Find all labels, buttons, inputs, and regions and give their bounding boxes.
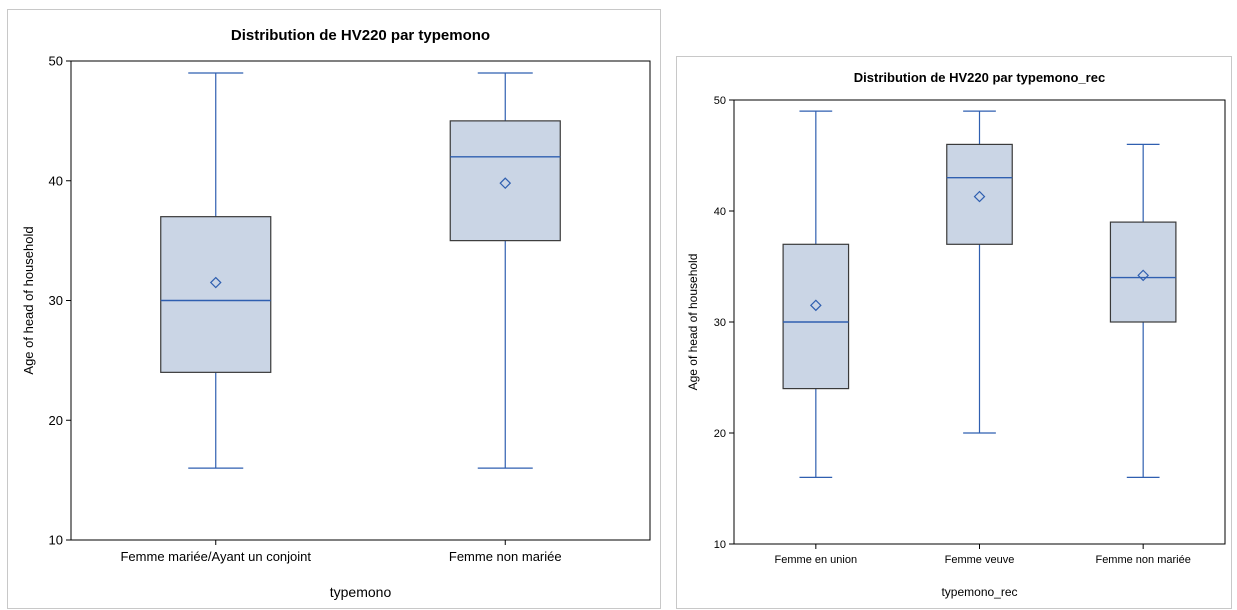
- plot-frame: [70, 60, 651, 541]
- chart-title: Distribution de HV220 par typemono: [231, 27, 490, 44]
- box-iqr: [1109, 221, 1177, 323]
- mean-marker: [499, 177, 512, 189]
- boxplot-typemono: Distribution de HV220 par typemono 10 20 30…: [21, 27, 651, 600]
- box-iqr: [449, 120, 561, 242]
- box-iqr: [160, 216, 272, 373]
- mean-marker: [209, 276, 222, 289]
- chart-title: Distribution de HV220 par typemono_rec: [854, 70, 1105, 85]
- mean-marker: [809, 299, 822, 312]
- y-axis-label: Age of head of household: [686, 254, 700, 391]
- chart-panel-right: Distribution de HV220 par typemono_rec 10…: [676, 56, 1232, 609]
- y-tick-label: 50: [49, 54, 63, 69]
- y-tick-label: 20: [49, 413, 63, 428]
- y-tick-label: 30: [714, 317, 726, 329]
- y-tick-label: 10: [714, 539, 726, 551]
- x-tick-label: Femme veuve: [945, 554, 1015, 566]
- x-tick-label: Femme non mariée: [449, 549, 562, 564]
- box-iqr: [946, 143, 1013, 245]
- box-iqr: [782, 243, 850, 390]
- mean-marker: [973, 190, 986, 203]
- y-tick-label: 50: [714, 95, 726, 107]
- y-tick-label: 40: [714, 206, 726, 218]
- x-axis-label: typemono: [330, 584, 392, 600]
- x-tick-label: Femme non mariée: [1095, 554, 1190, 566]
- mean-marker: [1137, 269, 1150, 282]
- chart-panel-left: Distribution de HV220 par typemono 10 20 30…: [7, 9, 661, 609]
- boxplot-typemono-rec: Distribution de HV220 par typemono_rec 10…: [686, 70, 1226, 599]
- y-tick-label: 30: [49, 293, 63, 308]
- y-tick-label: 40: [49, 173, 63, 188]
- y-tick-label: 10: [49, 533, 63, 548]
- x-axis-label: typemono_rec: [941, 585, 1017, 599]
- y-tick-label: 20: [714, 428, 726, 440]
- x-tick-label: Femme en union: [775, 554, 858, 566]
- x-tick-label: Femme mariée/Ayant un conjoint: [120, 549, 311, 564]
- y-axis-label: Age of head of household: [21, 226, 36, 374]
